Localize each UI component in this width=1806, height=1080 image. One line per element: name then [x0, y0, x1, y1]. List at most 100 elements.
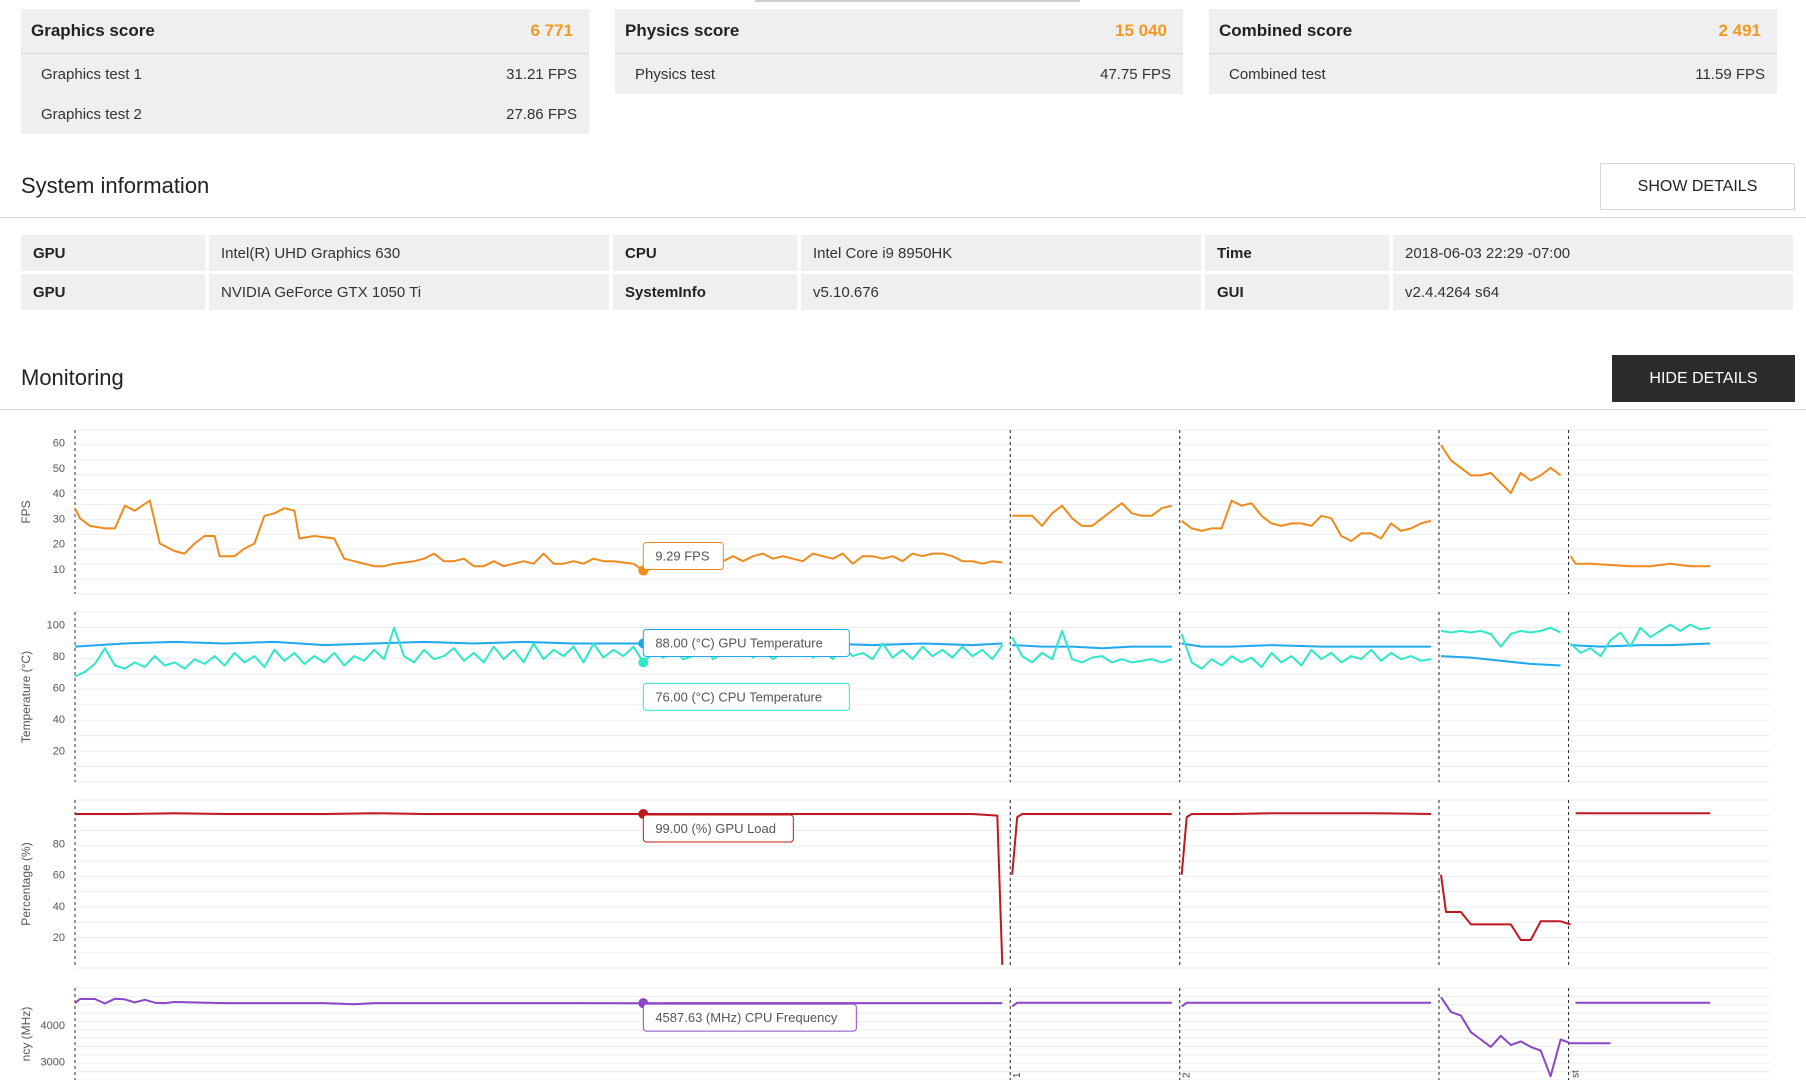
info-value-gpu-2: NVIDIA GeForce GTX 1050 Ti [209, 274, 609, 310]
combined-score-card: Combined score 2 491 Combined test 11.59… [1209, 9, 1777, 94]
y-axis-label: ncy (MHz) [19, 1007, 33, 1062]
y-axis-label: FPS [19, 500, 33, 523]
y-tick-label: 60 [53, 870, 65, 882]
cpu-frequency-series-line [1181, 1001, 1431, 1008]
info-key-gui: GUI [1205, 274, 1389, 310]
fps-tooltip-box [642, 542, 724, 571]
y-tick-label: 40 [53, 488, 65, 500]
info-key-gpu-1: GPU [21, 235, 205, 271]
hide-details-button[interactable]: HIDE DETAILS [1612, 355, 1795, 402]
segment-label: st [1571, 1070, 1582, 1078]
combined-test-value: 11.59 FPS [1695, 65, 1765, 83]
y-tick-label: 80 [53, 839, 65, 851]
y-tick-label: 40 [53, 901, 65, 913]
graphics-score-value: 6 771 [530, 21, 573, 40]
fps-series-line [1012, 502, 1173, 527]
graphics-score-title: Graphics score [31, 21, 155, 40]
gpu-temperature-series-line [1181, 642, 1431, 648]
cpu-temperature-series-line [74, 626, 1004, 678]
gpu-load-series-line [75, 812, 1004, 965]
y-tick-label: 3000 [41, 1057, 65, 1069]
cpu-frequency-series-line [1011, 1001, 1172, 1008]
y-tick-label: 20 [53, 746, 65, 758]
physics-score-value: 15 040 [1115, 21, 1167, 40]
cpu-temperature-series-line [1011, 629, 1173, 664]
segment-label: 2 [1182, 1072, 1193, 1078]
y-tick-label: 60 [53, 683, 65, 695]
combined-test-label: Combined test [1229, 65, 1326, 83]
info-key-gpu-2: GPU [21, 274, 205, 310]
y-axis-label: Temperature (°C) [19, 651, 33, 743]
gpu-temperature-tooltip-box [642, 628, 850, 657]
info-value-gui: v2.4.4264 s64 [1393, 274, 1793, 310]
graphics-score-header: Graphics score 6 771 [21, 9, 589, 54]
combined-score-title: Combined score [1219, 21, 1353, 40]
monitoring-divider [0, 409, 1806, 410]
gpu-temperature-tooltip-text: 88.00 (°C) GPU Temperature [655, 635, 823, 650]
physics-test-value: 47.75 FPS [1100, 65, 1171, 83]
info-key-time: Time [1205, 235, 1389, 271]
y-tick-label: 80 [53, 651, 65, 663]
graphics-test-2-value: 27.86 FPS [506, 105, 577, 123]
graphics-score-card: Graphics score 6 771 Graphics test 1 31.… [21, 9, 589, 134]
y-tick-label: 20 [53, 539, 65, 551]
fps-series-line [1440, 444, 1562, 495]
gpu-temperature-series-line [1440, 655, 1561, 667]
gpu-temperature-series-line [1012, 644, 1172, 650]
gpu-load-series-line [1180, 812, 1432, 875]
segment-label: 1 [1012, 1072, 1023, 1078]
y-tick-label: 50 [53, 463, 65, 475]
show-details-button[interactable]: SHOW DETAILS [1600, 163, 1795, 210]
gpu-load-series-line [1011, 813, 1172, 875]
system-information-title: System information [21, 173, 210, 198]
physics-score-card: Physics score 15 040 Physics test 47.75 … [615, 9, 1183, 94]
top-divider [755, 0, 1080, 2]
cpu-temperature-series-line [1440, 626, 1562, 648]
info-value-systeminfo: v5.10.676 [801, 274, 1201, 310]
gpu-load-tooltip-text: 99.00 (%) GPU Load [655, 821, 776, 836]
graphics-test-1-row: Graphics test 1 31.21 FPS [21, 54, 589, 94]
fps-series-line [1569, 555, 1711, 568]
cpu-temperature-series-line [1569, 623, 1711, 658]
y-tick-label: 10 [53, 564, 65, 576]
cpu-temperature-tooltip-text: 76.00 (°C) CPU Temperature [655, 689, 822, 704]
cpu-temperature-hover-dot [638, 657, 649, 668]
info-value-cpu: Intel Core i9 8950HK [801, 235, 1201, 271]
y-tick-label: 100 [47, 620, 65, 632]
monitoring-title: Monitoring [21, 365, 124, 390]
y-tick-label: 40 [53, 714, 65, 726]
cpu-frequency-series-line [1440, 996, 1611, 1078]
fps-tooltip-text: 9.29 FPS [655, 549, 710, 564]
physics-test-label: Physics test [635, 65, 716, 83]
cpu-temperature-series-line [1180, 633, 1432, 670]
fps-series-line [1181, 499, 1432, 542]
y-tick-label: 4000 [41, 1020, 65, 1032]
physics-score-title: Physics score [625, 21, 740, 40]
combined-test-row: Combined test 11.59 FPS [1209, 54, 1777, 94]
gpu-temperature-series-line [74, 640, 1003, 648]
graphics-test-2-row: Graphics test 2 27.86 FPS [21, 94, 589, 134]
physics-test-row: Physics test 47.75 FPS [615, 54, 1183, 94]
info-key-cpu: CPU [613, 235, 797, 271]
cpu-frequency-tooltip-text: 4587.63 (MHz) CPU Frequency [655, 1010, 838, 1025]
info-key-systeminfo: SystemInfo [613, 274, 797, 310]
combined-score-value: 2 491 [1718, 21, 1761, 40]
gpu-load-tooltip-box [642, 814, 794, 843]
y-tick-label: 30 [53, 513, 65, 525]
gpu-temperature-series-line [1570, 642, 1711, 648]
y-tick-label: 20 [53, 932, 65, 944]
graphics-test-2-label: Graphics test 2 [41, 105, 142, 123]
graphics-test-1-label: Graphics test 1 [41, 65, 142, 83]
info-value-gpu-1: Intel(R) UHD Graphics 630 [209, 235, 609, 271]
y-axis-label: Percentage (%) [19, 842, 33, 925]
graphics-test-1-value: 31.21 FPS [506, 65, 577, 83]
cpu-frequency-tooltip-box [642, 1003, 857, 1032]
monitoring-charts: 10 20 30 40 50 60 FPS 20 40 60 80 100 Temperature (°… [19, 429, 1770, 1080]
cpu-temperature-tooltip-box [642, 682, 850, 711]
system-information-divider [0, 217, 1806, 218]
info-value-time: 2018-06-03 22:29 -07:00 [1393, 235, 1793, 271]
combined-score-header: Combined score 2 491 [1209, 9, 1777, 54]
cpu-frequency-series-line [74, 997, 1003, 1006]
y-tick-label: 60 [53, 438, 65, 450]
system-info-grid: GPU Intel(R) UHD Graphics 630 CPU Intel … [21, 235, 1793, 310]
